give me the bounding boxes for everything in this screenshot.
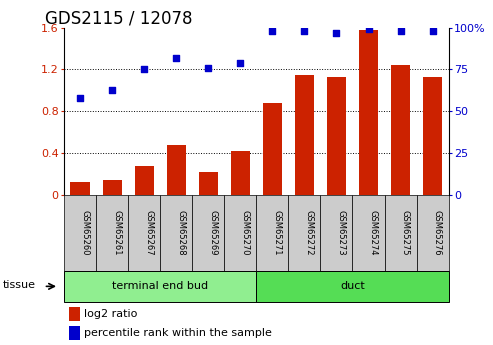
Bar xyxy=(160,195,192,271)
Bar xyxy=(199,172,218,195)
Point xyxy=(140,67,148,72)
Point xyxy=(76,95,84,101)
Bar xyxy=(231,151,250,195)
Point xyxy=(428,28,437,34)
Bar xyxy=(70,183,90,195)
Text: tissue: tissue xyxy=(3,280,36,290)
Text: GSM65268: GSM65268 xyxy=(176,210,185,256)
Text: GSM65275: GSM65275 xyxy=(400,210,410,256)
Bar xyxy=(391,65,410,195)
Bar xyxy=(103,180,122,195)
Bar xyxy=(417,195,449,271)
Text: GSM65276: GSM65276 xyxy=(433,210,442,256)
Text: GSM65270: GSM65270 xyxy=(240,210,249,256)
Text: percentile rank within the sample: percentile rank within the sample xyxy=(84,328,272,338)
Text: GSM65261: GSM65261 xyxy=(112,210,121,256)
Bar xyxy=(224,195,256,271)
Bar xyxy=(320,195,352,271)
Bar xyxy=(64,271,256,302)
Point xyxy=(204,65,212,70)
Bar xyxy=(359,30,378,195)
Text: GSM65267: GSM65267 xyxy=(144,210,153,256)
Bar xyxy=(263,103,282,195)
Text: log2 ratio: log2 ratio xyxy=(84,309,137,319)
Point xyxy=(173,55,180,60)
Bar xyxy=(295,75,314,195)
Text: GSM65269: GSM65269 xyxy=(208,210,217,256)
Bar xyxy=(135,166,154,195)
Point xyxy=(364,27,373,32)
Bar xyxy=(96,195,128,271)
Bar xyxy=(288,195,320,271)
Point xyxy=(332,30,340,36)
Text: GSM65271: GSM65271 xyxy=(272,210,282,256)
Bar xyxy=(192,195,224,271)
Text: duct: duct xyxy=(340,282,365,291)
Text: GSM65272: GSM65272 xyxy=(304,210,314,256)
Point xyxy=(108,87,116,92)
Point xyxy=(236,60,244,66)
Bar xyxy=(423,77,442,195)
Bar xyxy=(385,195,417,271)
Bar xyxy=(69,326,80,339)
Text: GSM65273: GSM65273 xyxy=(336,210,346,256)
Bar xyxy=(256,195,288,271)
Bar xyxy=(352,195,385,271)
Bar xyxy=(64,195,96,271)
Bar xyxy=(167,145,186,195)
Bar xyxy=(69,307,80,321)
Point xyxy=(268,28,276,34)
Text: GSM65260: GSM65260 xyxy=(80,210,89,256)
Text: terminal end bud: terminal end bud xyxy=(112,282,208,291)
Text: GDS2115 / 12078: GDS2115 / 12078 xyxy=(45,9,192,28)
Point xyxy=(396,28,404,34)
Bar xyxy=(327,77,346,195)
Text: GSM65274: GSM65274 xyxy=(368,210,378,256)
Bar xyxy=(256,271,449,302)
Point xyxy=(300,28,309,34)
Bar xyxy=(128,195,160,271)
